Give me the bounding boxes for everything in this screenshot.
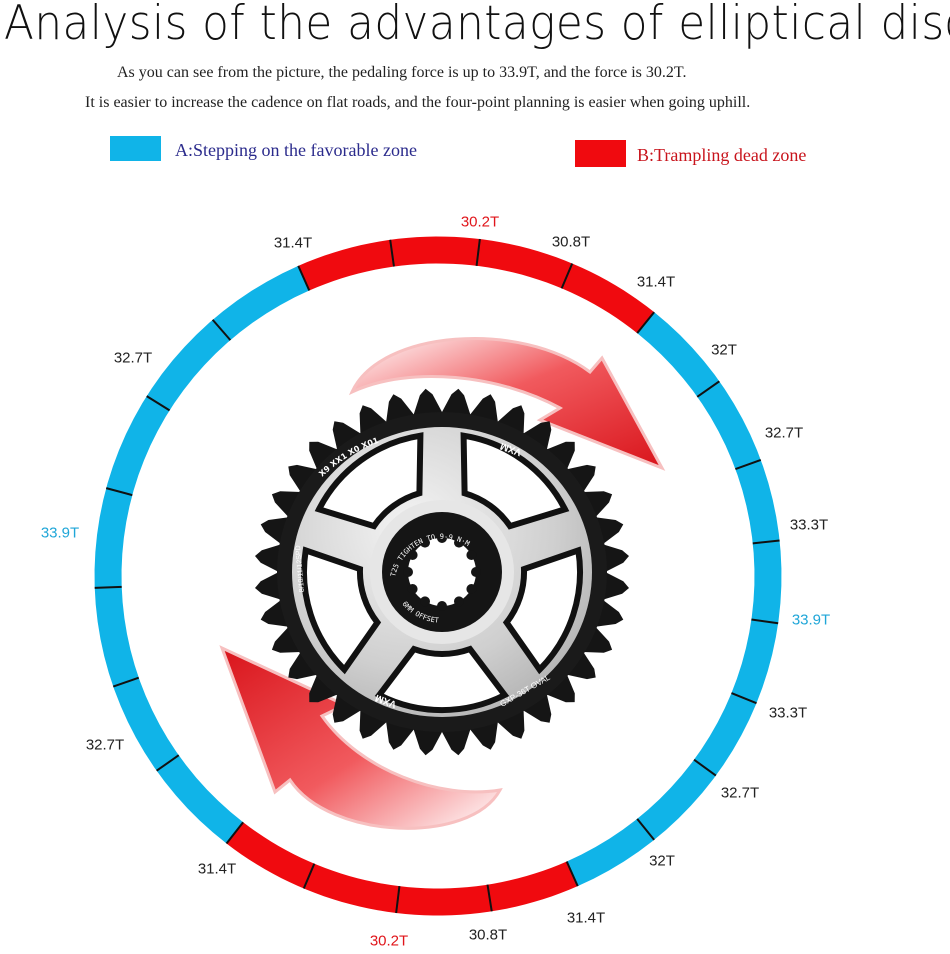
clockwise-arrow-top	[348, 337, 666, 471]
zone-dividers	[94, 238, 780, 914]
ring-label: 32T	[649, 852, 675, 870]
legend-label-favorable: A:Stepping on the favorable zone	[175, 140, 417, 160]
legend-label-dead-zone: B:Trampling dead zone	[637, 145, 807, 165]
zone-divider	[146, 395, 171, 412]
spider-cutout	[301, 546, 382, 675]
page-title: Analysis of the advantages of elliptical…	[4, 0, 950, 51]
ring-label: 30.2T	[460, 213, 500, 231]
zone-divider	[211, 319, 232, 341]
spider-cutout	[460, 432, 570, 530]
zone-divider	[112, 676, 140, 688]
ring-label: 31.4T	[566, 909, 606, 927]
zone-divider	[696, 380, 720, 398]
speed-marking: 8/10/11/12SPD	[295, 545, 306, 592]
dead-zone-bottom	[226, 822, 578, 916]
zone-divider	[297, 265, 311, 291]
zone-divider	[486, 884, 493, 912]
ring-label: 31.4T	[197, 860, 237, 878]
spider-cutout	[374, 645, 510, 714]
favorable-zone-right	[566, 312, 782, 887]
zone-divider	[560, 263, 574, 289]
zone-divider	[225, 821, 244, 845]
ring-label: 33.9T	[40, 524, 80, 542]
zone-divider	[156, 754, 180, 772]
ring-label: 31.4T	[636, 273, 676, 291]
spider-cutout	[502, 546, 583, 675]
oval-chainring: T25 TIGHTEN TO 9-9 N·M 6MM OFFSET X9 XX1…	[255, 388, 629, 756]
spider-cutout	[314, 432, 424, 530]
zone-divider	[389, 239, 395, 267]
zone-divider	[735, 458, 762, 471]
clockwise-arrow-bottom	[219, 645, 503, 830]
zone-divider	[395, 886, 401, 914]
zone-divider	[752, 539, 780, 545]
ring-label: 30.8T	[551, 233, 591, 251]
zone-divider	[636, 818, 655, 841]
legend-swatch-dead-zone	[575, 140, 626, 167]
ring-label: 32T	[711, 341, 737, 359]
ring-label: 33.3T	[768, 704, 808, 722]
ring-label: 32.7T	[85, 736, 125, 754]
ring-label: 32.7T	[113, 349, 153, 367]
zone-divider	[105, 487, 133, 497]
zone-divider	[636, 311, 655, 334]
zone-divider	[693, 758, 717, 777]
zone-ring	[94, 236, 782, 916]
zone-divider	[94, 585, 122, 589]
zone-divider	[475, 238, 481, 266]
ring-label: 33.3T	[789, 516, 829, 534]
ring-label: 33.9T	[791, 611, 831, 629]
legend-swatch-favorable	[110, 136, 161, 161]
dead-zone-top	[298, 236, 655, 334]
subtitle-line-1: As you can see from the picture, the ped…	[117, 64, 687, 81]
favorable-zone-left	[94, 265, 310, 844]
ring-label: 30.8T	[468, 926, 508, 944]
subtitle-line-2: It is easier to increase the cadence on …	[85, 94, 751, 111]
zone-divider	[731, 692, 757, 705]
ring-label: 32.7T	[720, 784, 760, 802]
ring-label: 31.4T	[273, 234, 313, 252]
ring-label: 30.2T	[369, 932, 409, 950]
zone-divider	[751, 618, 779, 625]
zone-divider	[565, 861, 579, 887]
zone-divider	[302, 863, 316, 889]
ring-label: 32.7T	[764, 424, 804, 442]
